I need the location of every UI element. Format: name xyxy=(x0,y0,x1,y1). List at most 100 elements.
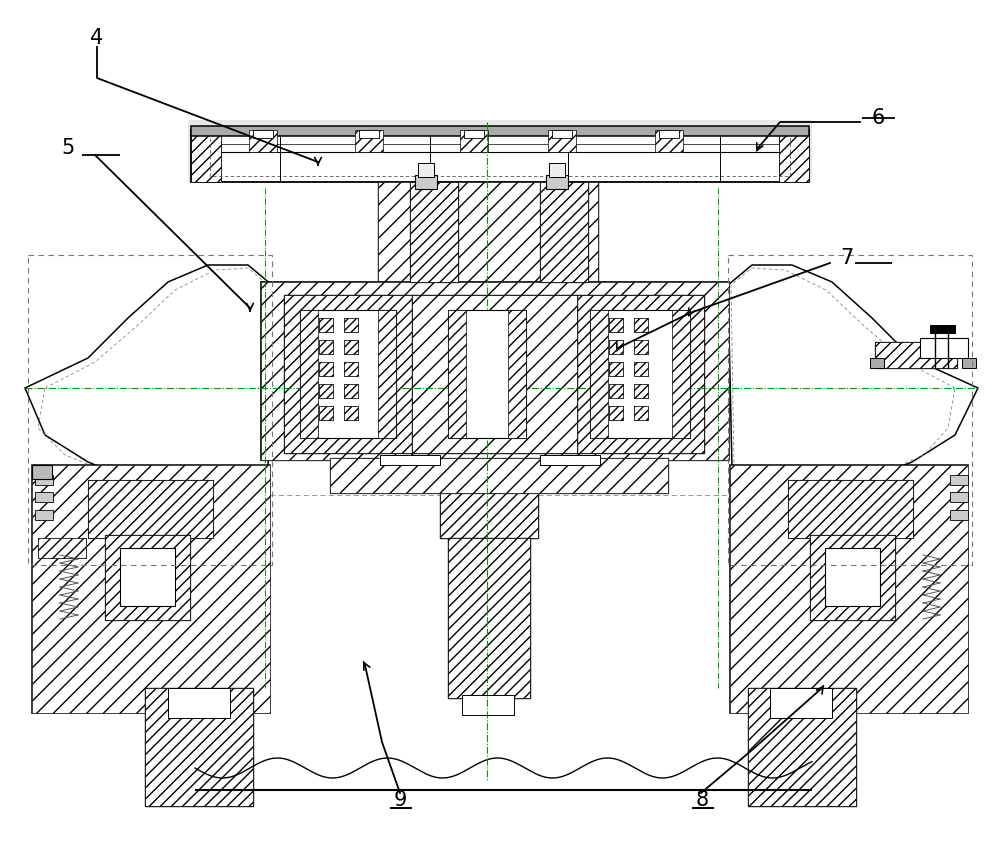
Bar xyxy=(145,688,253,806)
Bar xyxy=(330,458,668,493)
Bar xyxy=(191,126,809,136)
Bar xyxy=(825,548,880,606)
Bar xyxy=(548,130,576,152)
Bar xyxy=(609,406,623,420)
Bar xyxy=(634,406,648,420)
Bar xyxy=(120,548,175,606)
Bar xyxy=(875,342,957,368)
Bar xyxy=(284,295,412,453)
Bar xyxy=(730,465,968,713)
Bar xyxy=(634,318,648,332)
Bar xyxy=(412,295,577,453)
Bar xyxy=(576,295,704,453)
Bar xyxy=(300,310,318,438)
Bar xyxy=(552,130,572,138)
Bar xyxy=(319,318,333,332)
Bar xyxy=(319,362,333,376)
Bar xyxy=(253,130,273,138)
Bar xyxy=(464,130,484,138)
Bar xyxy=(28,255,272,565)
Bar xyxy=(634,340,648,354)
Bar xyxy=(355,130,383,152)
Bar xyxy=(38,538,86,558)
Bar xyxy=(448,310,526,438)
Bar xyxy=(378,182,598,282)
Bar xyxy=(261,282,729,460)
Bar xyxy=(344,318,358,332)
Bar xyxy=(415,175,437,189)
Bar xyxy=(950,492,968,502)
Bar xyxy=(609,362,623,376)
Polygon shape xyxy=(25,265,272,496)
Bar xyxy=(410,182,458,282)
Bar xyxy=(35,492,53,502)
Bar xyxy=(590,310,690,438)
Bar xyxy=(609,362,623,376)
Bar xyxy=(319,406,333,420)
Bar xyxy=(38,538,86,558)
Bar xyxy=(609,318,623,332)
Bar xyxy=(410,182,458,282)
Bar xyxy=(105,535,190,620)
Bar xyxy=(540,182,588,282)
Bar xyxy=(210,134,790,176)
Bar xyxy=(188,120,812,182)
Bar xyxy=(508,310,526,438)
Bar xyxy=(344,318,358,332)
Bar xyxy=(440,488,538,538)
Bar xyxy=(448,310,466,438)
Bar xyxy=(168,688,230,718)
Bar xyxy=(191,130,809,182)
Bar xyxy=(344,362,358,376)
Bar xyxy=(88,480,213,538)
Bar xyxy=(344,384,358,398)
Bar xyxy=(875,342,957,368)
Bar xyxy=(779,130,809,182)
Bar xyxy=(609,406,623,420)
Bar xyxy=(950,475,968,485)
Bar xyxy=(145,688,253,806)
Bar xyxy=(284,295,412,453)
Bar xyxy=(634,362,648,376)
Bar xyxy=(950,510,968,520)
Bar xyxy=(609,340,623,354)
Text: 5: 5 xyxy=(61,138,75,158)
Bar xyxy=(380,455,440,465)
Bar xyxy=(319,340,333,354)
Bar xyxy=(920,338,968,358)
Bar xyxy=(261,282,729,460)
Bar xyxy=(634,318,648,332)
Bar xyxy=(788,480,913,538)
Bar xyxy=(319,406,333,420)
Text: 9: 9 xyxy=(393,790,407,810)
Bar xyxy=(870,358,884,368)
Bar xyxy=(344,406,358,420)
Bar xyxy=(448,538,530,698)
Bar xyxy=(448,538,530,698)
Bar xyxy=(88,480,213,538)
Bar xyxy=(344,384,358,398)
Bar xyxy=(249,130,277,152)
Bar xyxy=(590,310,608,438)
Bar xyxy=(730,465,968,713)
Bar xyxy=(32,465,270,713)
Bar xyxy=(672,310,690,438)
Bar xyxy=(418,163,434,177)
Bar xyxy=(609,318,623,332)
Bar xyxy=(634,406,648,420)
Bar xyxy=(35,510,53,520)
Bar xyxy=(728,255,972,565)
Bar xyxy=(549,163,565,177)
Bar xyxy=(319,318,333,332)
Bar xyxy=(810,535,895,620)
Bar xyxy=(319,340,333,354)
Bar xyxy=(344,340,358,354)
Bar xyxy=(319,384,333,398)
Bar xyxy=(378,310,396,438)
Bar xyxy=(412,295,577,453)
Bar xyxy=(962,358,976,368)
Bar xyxy=(300,310,396,438)
Polygon shape xyxy=(728,265,978,496)
Bar xyxy=(378,182,598,282)
Bar xyxy=(359,130,379,138)
